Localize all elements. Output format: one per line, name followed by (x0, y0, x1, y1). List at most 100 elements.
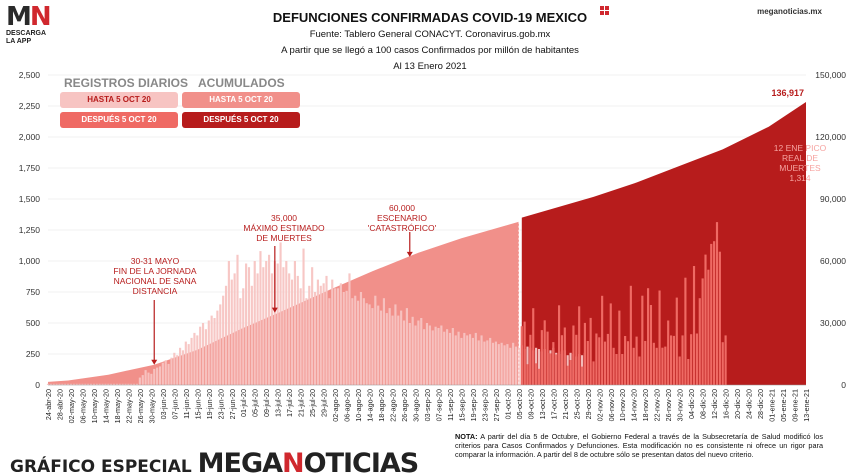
daily-bar-after (543, 320, 546, 385)
daily-bar-after (695, 333, 698, 385)
right-tick-label: 120,000 (815, 132, 846, 142)
daily-bar-before (460, 337, 463, 385)
daily-bar-after (572, 325, 575, 385)
daily-bar-before (288, 273, 291, 385)
x-tick-label: 26-nov-20 (664, 389, 673, 421)
daily-bar-after (549, 353, 552, 385)
daily-bar-after (655, 347, 658, 385)
left-tick-label: 500 (26, 318, 40, 328)
daily-bar-before (199, 326, 202, 385)
daily-bar-before (497, 344, 500, 385)
daily-bar-after (684, 277, 687, 385)
daily-bar-after (629, 285, 632, 385)
daily-bar-before (451, 328, 454, 385)
x-tick-label: 30-may-20 (147, 389, 156, 423)
daily-bar-before (161, 362, 164, 385)
daily-bar-after (560, 335, 564, 385)
daily-bar-before (58, 383, 61, 385)
daily-bar-before (411, 316, 414, 385)
legend-cumulative-before: HASTA 5 OCT 20 (182, 92, 300, 108)
arrow-maximo-estimado-head (271, 307, 278, 313)
daily-bar-before (357, 300, 360, 385)
daily-bar-after (649, 305, 653, 385)
daily-bar-before (336, 288, 340, 385)
daily-bar-before (201, 323, 205, 385)
x-tick-label: 02-may-20 (67, 389, 76, 423)
daily-bar-before (268, 254, 271, 385)
daily-bar-before (506, 344, 509, 385)
daily-bar-after (520, 326, 523, 385)
daily-bar-before (339, 283, 342, 385)
app-grid-icon[interactable] (600, 6, 609, 15)
meganoticias-app-logo[interactable]: MN DESCARGA LA APP (6, 4, 60, 46)
logo-m: M (6, 2, 32, 32)
x-tick-label: 15-jun-20 (193, 389, 202, 419)
left-tick-label: 0 (35, 380, 40, 390)
daily-bar-before (379, 310, 383, 385)
x-tick-label: 03-jun-20 (159, 389, 168, 419)
x-tick-label: 18-ago-20 (377, 389, 386, 422)
daily-bar-after (664, 346, 667, 385)
daily-bar-before (173, 352, 176, 385)
right-tick-label: 150,000 (815, 70, 846, 80)
daily-bar-before (311, 267, 314, 385)
x-tick-label: 05-oct-20 (515, 389, 524, 419)
daily-bar-after (575, 334, 578, 385)
x-tick-label: 25-jul-20 (308, 389, 317, 417)
daily-bar-after (692, 266, 696, 385)
arrow-pico-head (800, 237, 807, 243)
daily-bar-before (316, 279, 319, 385)
daily-bar-before (259, 251, 262, 385)
legend-daily-before: HASTA 5 OCT 20 (60, 92, 178, 108)
daily-bar-before (489, 337, 492, 385)
daily-bar-before (334, 288, 337, 385)
daily-bar-before (377, 305, 380, 385)
x-tick-label: 12-dic-20 (710, 389, 719, 419)
daily-bar-before (446, 329, 449, 385)
x-tick-label: 11-sep-20 (446, 389, 455, 421)
daily-bar-after (592, 361, 595, 385)
daily-bar-before (207, 320, 210, 385)
logo-n: N (29, 2, 52, 32)
x-tick-label: 05-ene-21 (779, 389, 788, 422)
daily-bar-before (440, 325, 443, 385)
x-tick-label: 04-dic-20 (687, 389, 696, 419)
daily-bar-before (500, 342, 503, 385)
daily-bar-before (256, 273, 259, 385)
daily-bar-before (322, 283, 325, 385)
daily-bar-before (474, 332, 477, 385)
daily-bar-before (414, 325, 417, 385)
daily-bar-before (127, 383, 130, 385)
daily-bar-after (612, 347, 615, 385)
daily-bar-before (216, 310, 219, 385)
daily-bar-before (391, 315, 394, 385)
x-tick-label: 20-dic-20 (733, 389, 742, 419)
daily-bar-after (535, 363, 538, 385)
daily-bar-before (233, 273, 236, 385)
daily-bar-before (64, 383, 67, 385)
daily-bar-before (190, 337, 193, 385)
daily-bar-after (641, 295, 644, 385)
x-tick-label: 06-may-20 (79, 389, 88, 423)
daily-bar-after (669, 335, 673, 385)
daily-bar-before (253, 261, 256, 385)
daily-bar-before (144, 370, 147, 385)
daily-bar-after (523, 321, 526, 385)
x-tick-label: 02-ago-20 (331, 389, 340, 422)
x-tick-label: 23-sep-20 (480, 389, 489, 421)
x-tick-label: 22-may-20 (124, 389, 133, 423)
daily-bar-after (532, 308, 535, 385)
x-tick-label: 07-jun-20 (170, 389, 179, 419)
daily-bar-after (555, 354, 558, 385)
daily-bar-after (624, 336, 627, 385)
x-tick-label: 28-dic-20 (756, 389, 765, 419)
annotation-pico: 12 ENE PICO REAL DE MUERTES 1,314 (773, 143, 827, 183)
daily-bar-before (110, 383, 113, 385)
x-tick-label: 19-sep-20 (469, 389, 478, 421)
x-tick-label: 18-nov-20 (641, 389, 650, 421)
daily-bar-after (563, 327, 566, 385)
daily-bar-before (512, 342, 515, 385)
x-tick-label: 26-ago-20 (400, 389, 409, 422)
x-tick-label: 22-ago-20 (389, 389, 398, 422)
